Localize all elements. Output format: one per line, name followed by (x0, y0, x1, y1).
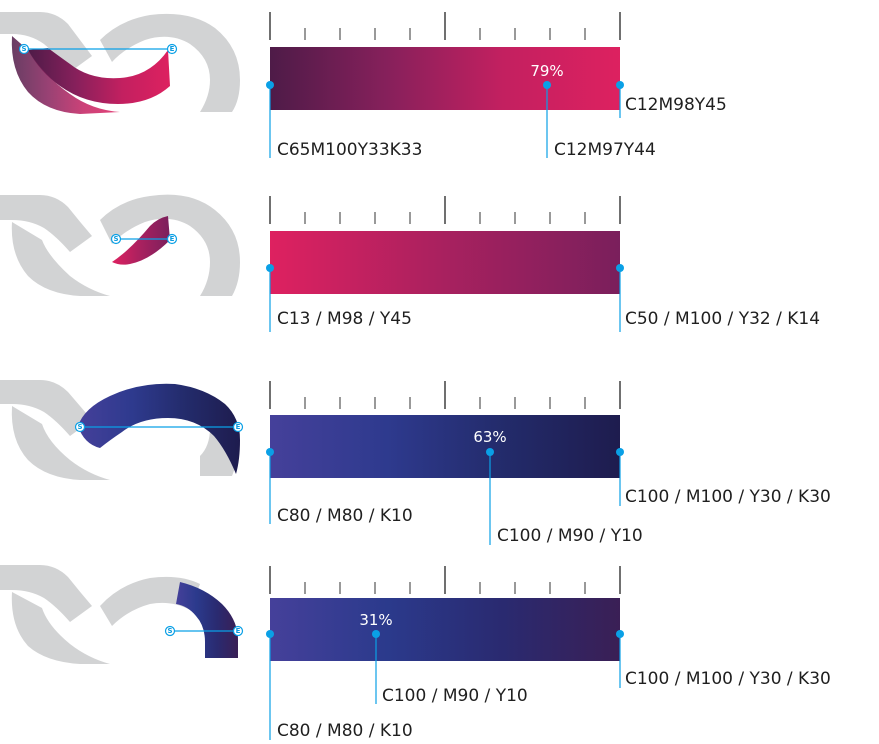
end-color-label: C12M98Y45 (625, 95, 727, 115)
start-marker-icon (164, 625, 176, 637)
ruler-1 (269, 12, 621, 40)
midpoint-percent: 31% (359, 611, 392, 629)
ruler-4 (269, 566, 621, 594)
end-marker-label: E (170, 235, 175, 243)
start-marker-icon (74, 421, 86, 433)
end-marker-icon (166, 43, 178, 55)
start-marker-label: S (77, 423, 82, 431)
mid-color-label: C100 / M90 / Y10 (382, 686, 528, 706)
end-color-label: C50 / M100 / Y32 / K14 (625, 309, 820, 329)
mid-color-label: C12M97Y44 (554, 140, 656, 160)
s-shape-thumbnail-4: S E (0, 565, 244, 664)
end-marker-label: E (236, 627, 241, 635)
s-shape-thumbnail-2: S E (0, 194, 240, 296)
start-color-label: C65M100Y33K33 (277, 140, 422, 160)
row-2: S E C13 / M98 / Y45 C50 / M100 / Y32 / K… (0, 194, 820, 332)
gradient-bar-4 (270, 598, 620, 661)
end-marker-icon (166, 233, 178, 245)
start-marker-icon (18, 43, 30, 55)
end-color-label: C100 / M100 / Y30 / K30 (625, 487, 831, 507)
start-color-label: C13 / M98 / Y45 (277, 309, 412, 329)
start-color-label: C80 / M80 / K10 (277, 506, 413, 526)
end-marker-icon (232, 625, 244, 637)
end-color-label: C100 / M100 / Y30 / K30 (625, 669, 831, 689)
midpoint-percent: 79% (530, 62, 563, 80)
start-marker-icon (110, 233, 122, 245)
ruler-2 (269, 196, 621, 224)
gradient-bar-3 (270, 415, 620, 478)
gradient-bar-1 (270, 47, 620, 110)
ruler-3 (269, 381, 621, 409)
end-marker-label: E (236, 423, 241, 431)
start-marker-label: S (167, 627, 172, 635)
end-marker-label: E (170, 45, 175, 53)
gradient-bar-2 (270, 231, 620, 294)
s-shape-thumbnail-1: S E (0, 12, 240, 114)
midpoint-percent: 63% (473, 428, 506, 446)
s-shape-thumbnail-3: S E (0, 380, 244, 480)
start-color-label: C80 / M80 / K10 (277, 721, 413, 741)
row-1: S E 79% C65M100Y33K33 C12M97Y44 C12M98Y4… (0, 12, 727, 160)
start-marker-label: S (113, 235, 118, 243)
end-marker-icon (232, 421, 244, 433)
start-marker-label: S (21, 45, 26, 53)
row-3: S E 63% C80 / M80 / K10 C100 / M90 / Y10… (0, 380, 831, 546)
mid-color-label: C100 / M90 / Y10 (497, 526, 643, 546)
row-4: S E 31% C80 / M80 / K10 C100 / M90 / Y10… (0, 565, 831, 741)
